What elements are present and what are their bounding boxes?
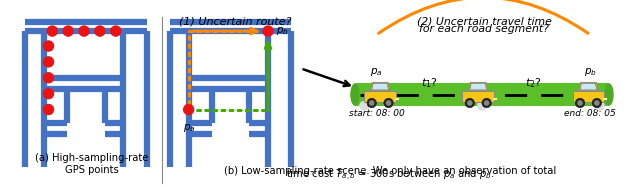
Circle shape xyxy=(44,73,54,83)
Circle shape xyxy=(595,101,604,111)
Circle shape xyxy=(477,101,486,111)
Circle shape xyxy=(95,26,105,36)
Circle shape xyxy=(384,98,393,108)
Bar xyxy=(355,83,609,106)
Ellipse shape xyxy=(604,83,614,106)
Circle shape xyxy=(44,104,54,115)
Circle shape xyxy=(592,98,602,108)
Circle shape xyxy=(184,104,194,115)
Polygon shape xyxy=(470,83,486,90)
Polygon shape xyxy=(468,83,488,91)
Circle shape xyxy=(367,98,376,108)
Circle shape xyxy=(111,26,121,36)
Text: $t_2$?: $t_2$? xyxy=(525,76,541,90)
Text: $p_a$: $p_a$ xyxy=(370,66,383,78)
Circle shape xyxy=(482,98,492,108)
Polygon shape xyxy=(372,83,388,90)
Circle shape xyxy=(360,101,369,111)
Circle shape xyxy=(575,98,585,108)
Circle shape xyxy=(465,98,474,108)
Circle shape xyxy=(44,41,54,51)
Text: (2) Uncertain travel time: (2) Uncertain travel time xyxy=(417,16,552,26)
Circle shape xyxy=(387,101,390,105)
Polygon shape xyxy=(580,83,597,90)
Text: $p_b$: $p_b$ xyxy=(584,66,596,78)
Polygon shape xyxy=(364,91,396,102)
Text: $t_1$?: $t_1$? xyxy=(421,76,438,90)
Circle shape xyxy=(484,101,489,105)
Circle shape xyxy=(263,26,273,36)
Text: $p_b$: $p_b$ xyxy=(276,25,289,37)
Circle shape xyxy=(44,89,54,99)
Circle shape xyxy=(578,101,582,105)
Ellipse shape xyxy=(350,83,360,106)
Text: (a) High-sampling-rate
GPS points: (a) High-sampling-rate GPS points xyxy=(35,153,148,175)
Circle shape xyxy=(468,101,472,105)
Text: for each road segment?: for each road segment? xyxy=(419,24,549,34)
Circle shape xyxy=(370,101,374,105)
Text: start: 08: 00: start: 08: 00 xyxy=(349,109,404,118)
Circle shape xyxy=(595,101,599,105)
Text: (1) Uncertain route?: (1) Uncertain route? xyxy=(179,16,292,26)
Polygon shape xyxy=(371,83,390,91)
Polygon shape xyxy=(573,91,604,102)
Polygon shape xyxy=(462,91,494,102)
Polygon shape xyxy=(579,83,598,91)
Circle shape xyxy=(47,26,58,36)
Circle shape xyxy=(63,26,73,36)
Text: (b) Low-sampling-rate scene. We only have an observation of total: (b) Low-sampling-rate scene. We only hav… xyxy=(224,166,557,176)
Text: end: 08: 05: end: 08: 05 xyxy=(564,109,616,118)
Text: $p_a$: $p_a$ xyxy=(183,122,196,134)
Circle shape xyxy=(44,57,54,67)
Circle shape xyxy=(79,26,89,36)
Text: time cost $T_{a,b}$ = 300s between $p_a$ and $p_b$.: time cost $T_{a,b}$ = 300s between $p_a$… xyxy=(286,168,495,183)
